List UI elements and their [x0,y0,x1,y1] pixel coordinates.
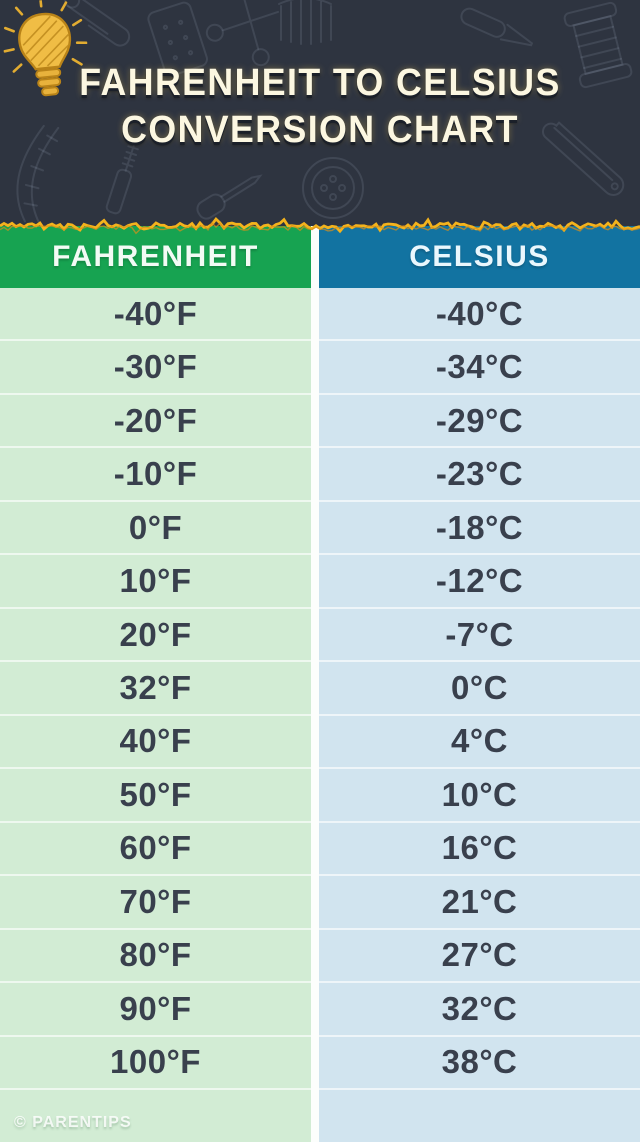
fahrenheit-cell: 70°F [0,874,311,927]
conversion-table: FAHRENHEIT CELSIUS -40°F -30°F -20°F -10°F 0… [0,217,640,1142]
thread-spool-icon [563,1,633,89]
table-header-row: FAHRENHEIT CELSIUS [0,226,640,288]
footer-strip: © PARENTIPS [0,1088,640,1142]
column-header-fahrenheit: FAHRENHEIT [0,226,311,288]
lightbulb-icon [3,0,88,97]
celsius-cell: 10°C [319,767,640,820]
celsius-cell: 38°C [319,1034,640,1088]
craft-doodles-background [16,0,633,225]
fahrenheit-cell: -20°F [0,392,311,446]
mascara-icon [105,144,139,215]
button-icon [302,157,364,219]
celsius-cell: -34°C [319,339,640,392]
celsius-cell: 4°C [319,713,640,767]
fahrenheit-cell: 80°F [0,927,311,981]
fahrenheit-cell: -40°F [113,294,198,332]
squiggle-divider [0,217,640,235]
fahrenheit-cell: 0°F [0,499,311,553]
fahrenheit-cell: 100°F [0,1034,311,1088]
celsius-cell: -7°C [319,606,640,660]
celsius-cell: -18°C [319,499,640,553]
celsius-cell: 21°C [319,874,640,927]
table-body: -40°F -30°F -20°F -10°F 0°F 10°F 20°F 32°F 40°F 5… [0,288,640,1088]
fahrenheit-cell: 32°F [0,660,311,713]
celsius-cell: 16°C [319,820,640,874]
makeup-brush-icon [460,7,534,47]
credit-watermark: © PARENTIPS [14,1114,132,1131]
celsius-cell: -12°C [319,553,640,606]
nail-clippers-icon [541,121,625,196]
scissors-icon [205,0,279,67]
celsius-cell: -29°C [319,392,640,446]
fahrenheit-cell: -10°F [0,446,311,499]
celsius-cell: -23°C [319,446,640,499]
measuring-tape-icon [16,124,60,225]
fahrenheit-column: -40°F -30°F -20°F -10°F 0°F 10°F 20°F 32°F 40°F 5… [0,288,311,1088]
header-banner: FAHRENHEIT TO CELSIUS CONVERSION CHART [0,0,640,226]
column-divider [311,1088,319,1142]
fahrenheit-cell: 60°F [0,820,311,874]
fahrenheit-cell: -30°F [0,339,311,392]
celsius-cell: 32°C [319,981,640,1034]
title-line-2: CONVERSION CHART [121,109,519,151]
title-line-1: FAHRENHEIT TO CELSIUS [79,62,561,104]
fahrenheit-cell: 90°F [0,981,311,1034]
footer-left-panel: © PARENTIPS [0,1088,311,1142]
grater-icon [147,1,208,77]
fahrenheit-cell: 20°F [0,606,311,660]
column-divider [311,288,319,1088]
column-divider [311,226,319,288]
page-title: FAHRENHEIT TO CELSIUS CONVERSION CHART [0,60,640,154]
comb-icon [278,0,332,45]
screwdriver-icon [196,174,263,220]
celsius-column: -40°C -34°C -29°C -23°C -18°C -12°C -7°C 0°C 4°C… [319,288,640,1088]
celsius-cell: 0°C [319,660,640,713]
fahrenheit-cell: 50°F [0,767,311,820]
celsius-cell: -40°C [435,294,524,332]
column-header-celsius: CELSIUS [319,226,640,288]
safety-pin-icon [64,0,131,47]
celsius-cell: 27°C [319,927,640,981]
footer-right-panel [319,1088,640,1142]
fahrenheit-cell: 10°F [0,553,311,606]
fahrenheit-cell: 40°F [0,713,311,767]
